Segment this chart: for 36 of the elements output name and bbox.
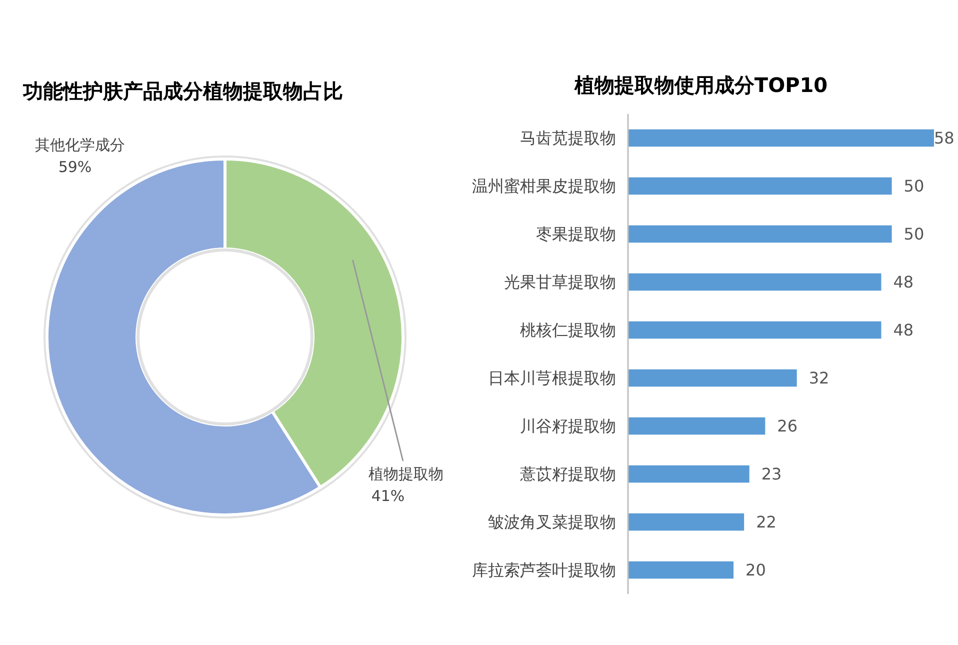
slice-label: 植物提取物	[368, 465, 444, 483]
y-tick-label: 库拉索芦荟叶提取物	[472, 560, 616, 580]
y-tick-label: 薏苡籽提取物	[520, 464, 616, 484]
bar	[628, 417, 766, 435]
data-label: 48	[893, 272, 914, 292]
bar	[628, 321, 882, 339]
chart-title: 植物提取物使用成分TOP10	[573, 73, 828, 97]
bar	[628, 369, 797, 387]
y-tick-label: 马齿苋提取物	[520, 128, 616, 148]
data-label: 50	[904, 224, 924, 244]
bar	[628, 177, 892, 195]
bar	[628, 129, 934, 147]
bar	[628, 225, 892, 243]
chart-title: 功能性护肤产品成分植物提取物占比	[22, 79, 343, 103]
bar	[628, 465, 750, 483]
data-label: 41%	[371, 487, 405, 505]
y-tick-label: 枣果提取物	[536, 224, 616, 244]
data-label: 32	[808, 368, 830, 388]
y-tick-label: 日本川芎根提取物	[488, 368, 616, 388]
data-label: 58	[934, 128, 954, 148]
data-label: 48	[893, 320, 914, 340]
y-tick-label: 桃核仁提取物	[520, 320, 616, 340]
y-tick-label: 光果甘草提取物	[504, 272, 616, 292]
bar	[628, 273, 882, 291]
slice-label: 其他化学成分	[35, 136, 125, 154]
y-tick-label: 温州蜜柑果皮提取物	[472, 176, 616, 196]
data-label: 50	[904, 176, 924, 196]
bar	[628, 561, 734, 579]
bar	[628, 513, 744, 531]
data-label: 22	[756, 512, 776, 532]
data-label: 20	[746, 560, 766, 580]
y-tick-label: 皱波角叉菜提取物	[488, 512, 616, 532]
data-label: 59%	[58, 158, 92, 176]
y-tick-label: 川谷籽提取物	[520, 416, 616, 436]
data-label: 26	[777, 416, 798, 436]
data-label: 23	[761, 464, 782, 484]
